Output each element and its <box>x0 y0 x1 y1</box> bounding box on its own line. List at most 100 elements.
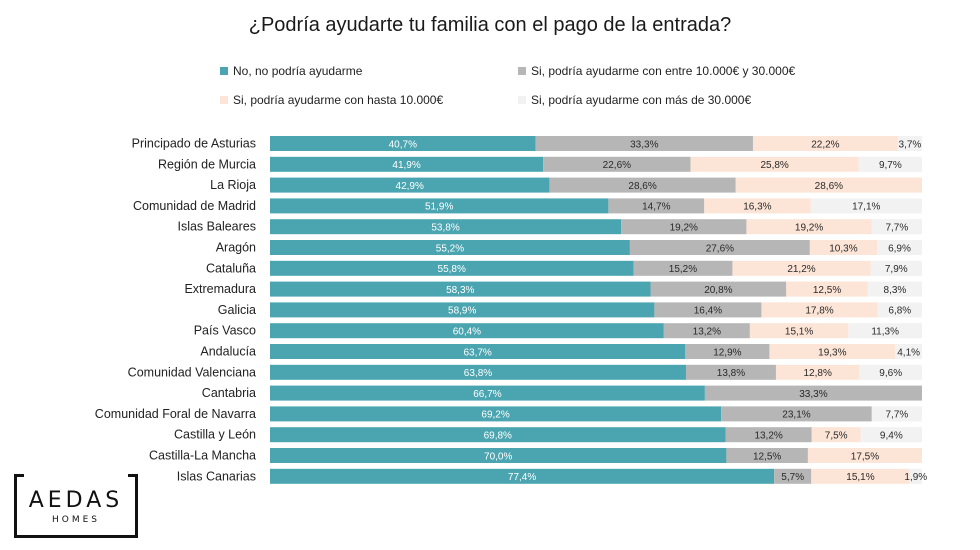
data-label-s1-comunidad-valenciana: 13,8% <box>717 368 745 379</box>
bar-segment-s0-islas-canarias <box>270 468 775 484</box>
data-label-s3-pais-vasco: 11,3% <box>871 327 899 338</box>
legend-label: Si, podría ayudarme con hasta 10.000€ <box>233 93 444 107</box>
data-label-s0-comunidad-de-madrid: 51,9% <box>425 202 453 213</box>
bar-segment-s1-castilla-y-leon <box>725 427 812 443</box>
bar-segment-s0-aragon <box>270 240 630 255</box>
bar-segment-s1-comunidad-foral-de-navarra <box>721 406 872 422</box>
data-label-s0-principado-de-asturias: 40,7% <box>389 139 417 150</box>
data-label-s1-castilla-y-leon: 13,2% <box>754 431 782 442</box>
data-label-s0-region-de-murcia: 41,9% <box>392 160 420 171</box>
data-label-s0-comunidad-foral-de-navarra: 69,2% <box>481 410 509 421</box>
bar-segment-s2-castilla-y-leon <box>811 427 861 443</box>
bar-segment-s2-islas-canarias <box>811 468 910 484</box>
aedas-logo-text: AEDAS <box>28 488 124 513</box>
aedas-logo-subtext: HOMES <box>51 515 101 525</box>
data-label-s1-galicia: 16,4% <box>694 306 722 317</box>
bar-segment-s1-pais-vasco <box>663 323 750 339</box>
bar-segment-s2-pais-vasco <box>749 323 849 339</box>
data-label-s0-aragon: 55,2% <box>436 243 464 254</box>
bar-segment-s1-andalucia <box>685 344 770 359</box>
bar-segment-s0-principado-de-asturias <box>270 136 536 151</box>
bar-segment-s1-islas-canarias <box>774 468 812 484</box>
legend-swatch-hasta-10 <box>220 96 228 104</box>
legend-label: No, no podría ayudarme <box>233 64 363 78</box>
bar-segment-s3-pais-vasco <box>848 323 922 339</box>
category-label-castilla-la-mancha: Castilla-La Mancha <box>149 449 256 463</box>
category-label-comunidad-valenciana: Comunidad Valenciana <box>128 365 256 379</box>
category-label-galicia: Galicia <box>218 303 256 317</box>
legend-swatch-no-ayuda <box>220 67 228 75</box>
data-label-s3-comunidad-foral-de-navarra: 7,7% <box>885 410 908 421</box>
data-label-s3-comunidad-de-madrid: 17,1% <box>852 202 880 213</box>
bar-segment-s0-castilla-la-mancha <box>270 448 727 463</box>
chart-title: ¿Podría ayudarte tu familia con el pago … <box>248 14 732 36</box>
bar-segment-s0-castilla-y-leon <box>270 427 726 443</box>
category-label-andalucia: Andalucía <box>200 345 256 359</box>
data-label-s0-castilla-la-mancha: 70,0% <box>484 451 512 462</box>
data-label-s3-cataluna: 7,9% <box>885 264 908 275</box>
bar-segment-s1-galicia <box>654 302 762 318</box>
data-label-s2-galicia: 17,8% <box>805 306 833 317</box>
legend-swatch-entre-10-30 <box>518 67 526 75</box>
data-label-s1-aragon: 27,6% <box>706 243 734 254</box>
data-label-s2-castilla-y-leon: 7,5% <box>825 431 848 442</box>
bar-segment-s2-la-rioja <box>735 177 922 193</box>
bar-segment-s2-aragon <box>809 240 878 255</box>
bar-segment-s3-comunidad-valenciana <box>859 364 922 380</box>
bar-segment-s1-principado-de-asturias <box>535 136 753 151</box>
data-label-s0-islas-canarias: 77,4% <box>508 472 536 483</box>
data-label-s3-castilla-y-leon: 9,4% <box>880 431 903 442</box>
bar-segment-s3-principado-de-asturias <box>897 136 922 151</box>
data-label-s3-region-de-murcia: 9,7% <box>879 160 902 171</box>
bar-segment-s0-comunidad-de-madrid <box>270 198 609 214</box>
bar-segment-s0-galicia <box>270 302 655 318</box>
data-label-s1-andalucia: 12,9% <box>713 347 741 358</box>
legend-item-entre-10-30: Si, podría ayudarme con entre 10.000€ y … <box>518 64 795 78</box>
data-label-s2-comunidad-de-madrid: 16,3% <box>743 202 771 213</box>
bar-segment-s3-galicia <box>877 302 922 318</box>
data-label-s0-andalucia: 63,7% <box>463 347 491 358</box>
data-label-s0-cantabria: 66,7% <box>473 389 501 400</box>
legend-label: Si, podría ayudarme con más de 30.000€ <box>531 93 752 107</box>
bar-segment-s3-aragon <box>877 240 922 255</box>
data-label-s1-comunidad-de-madrid: 14,7% <box>642 202 670 213</box>
bar-segment-s1-comunidad-valenciana <box>685 364 776 380</box>
data-label-s2-la-rioja: 28,6% <box>815 181 843 192</box>
bar-segment-s2-comunidad-valenciana <box>775 364 860 380</box>
bar-segment-s0-andalucia <box>270 344 686 359</box>
bar-segment-s0-la-rioja <box>270 177 550 193</box>
bar-segment-s3-islas-baleares <box>871 219 922 235</box>
data-label-s2-islas-canarias: 15,1% <box>846 472 874 483</box>
data-label-s2-extremadura: 12,5% <box>813 285 841 296</box>
data-label-s0-comunidad-valenciana: 63,8% <box>464 368 492 379</box>
data-label-s0-extremadura: 58,3% <box>446 285 474 296</box>
bar-segment-s0-cataluna <box>270 260 634 276</box>
category-label-la-rioja: La Rioja <box>210 178 256 192</box>
data-label-s0-cataluna: 55,8% <box>438 264 466 275</box>
category-label-principado-de-asturias: Principado de Asturias <box>132 137 256 151</box>
data-label-s3-galicia: 6,8% <box>888 306 911 317</box>
bar-segment-s2-galicia <box>761 302 878 318</box>
bar-segment-s1-castilla-la-mancha <box>726 448 808 463</box>
bar-segment-s0-extremadura <box>270 281 651 297</box>
bar-segment-s0-comunidad-foral-de-navarra <box>270 406 722 422</box>
data-label-s1-islas-baleares: 19,2% <box>670 223 698 234</box>
bar-segment-s3-islas-canarias <box>909 468 922 484</box>
category-label-cataluna: Cataluña <box>206 261 256 275</box>
bar-segment-s3-andalucia <box>895 344 922 359</box>
data-label-s2-aragon: 10,3% <box>829 243 857 254</box>
data-label-s0-castilla-y-leon: 69,8% <box>484 431 512 442</box>
data-label-s2-region-de-murcia: 25,8% <box>760 160 788 171</box>
bar-segment-s0-islas-baleares <box>270 219 622 235</box>
bar-segment-s3-comunidad-foral-de-navarra <box>871 406 922 422</box>
data-label-s1-islas-canarias: 5,7% <box>781 472 804 483</box>
category-label-cantabria: Cantabria <box>202 386 256 400</box>
bar-segment-s3-region-de-murcia <box>858 156 922 172</box>
bar-segment-s2-extremadura <box>786 281 868 297</box>
category-label-islas-baleares: Islas Baleares <box>177 220 256 234</box>
data-label-s3-principado-de-asturias: 3,7% <box>899 139 922 150</box>
category-label-castilla-y-leon: Castilla y León <box>174 428 256 442</box>
bar-segment-s3-castilla-y-leon <box>860 427 922 443</box>
category-label-pais-vasco: País Vasco <box>194 324 256 338</box>
